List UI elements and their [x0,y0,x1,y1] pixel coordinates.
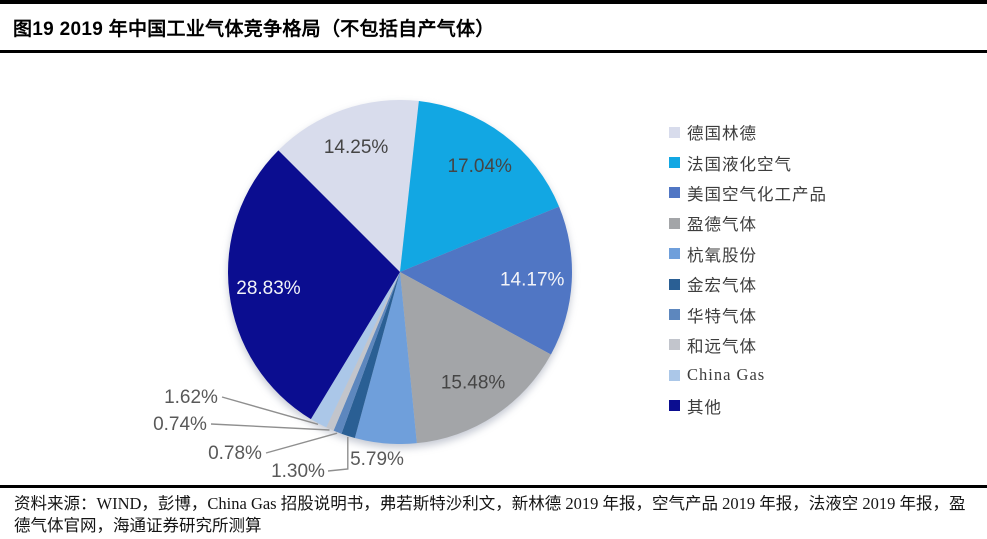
legend-swatch-icon [669,309,680,321]
pie-slice-9 [228,150,400,420]
pie-slice-8 [310,272,400,428]
legend-label: 法国液化空气 [687,154,792,174]
pie-label-2: 14.17% [500,269,565,290]
legend-label: 华特气体 [687,306,757,326]
pie-label-5: 1.30% [271,461,325,482]
legend-item-9: 其他 [669,391,827,421]
legend-swatch-icon [669,217,680,229]
pie-label-0: 14.25% [324,137,389,158]
figure-title: 图19 2019 年中国工业气体竞争格局（不包括自产气体） [13,18,495,40]
leader-line-8 [221,396,319,425]
legend-item-1: 法国液化空气 [669,147,827,177]
leader-line-6 [265,432,338,454]
legend-swatch-icon [669,339,680,351]
pie-slice-2 [400,206,572,355]
legend-swatch-icon [669,126,680,138]
legend-label: 其他 [687,397,722,417]
pie-label-9: 28.83% [236,278,301,299]
legend-item-3: 盈德气体 [669,208,827,238]
legend: 德国林德法国液化空气美国空气化工产品 盈德气体杭氧股份金宏气体华特气体和远气体 Ch… [669,117,827,421]
legend-label: 金宏气体 [687,276,757,296]
legend-item-7: 和远气体 [669,330,827,360]
pie-label-4: 5.79% [350,449,404,470]
pie-slice-4 [354,272,417,444]
legend-swatch-icon [669,187,680,199]
figure-title-bar: 图19 2019 年中国工业气体竞争格局（不包括自产气体） [0,0,987,53]
pie-slice-3 [400,272,551,444]
legend-item-0: 德国林德 [669,117,827,147]
pie-slice-6 [333,272,400,434]
legend-item-2: 美国空气化工产品 [669,178,827,208]
pie-labels: 14.25% 17.04% 14.17% 15.48% 5.79% 1.30% 0.78%0… [153,137,564,482]
legend-item-5: 金宏气体 [669,269,827,299]
legend-label: 盈德气体 [687,215,757,235]
legend-swatch-icon [669,400,680,412]
legend-item-6: 华特气体 [669,299,827,329]
legend-swatch-icon [669,369,680,381]
pie-slice-7 [326,272,400,431]
pie-label-7: 0.74% [153,414,207,435]
leader-line-5 [327,436,349,472]
legend-item-4: 杭氧股份 [669,239,827,269]
legend-label: 和远气体 [687,336,757,356]
pie-slice-0 [278,100,419,272]
pie-label-1: 17.04% [447,156,512,177]
pie-slice-5 [341,272,400,438]
pie-label-3: 15.48% [441,373,506,394]
legend-label: 德国林德 [687,124,757,144]
leader-line-7 [210,423,330,431]
legend-swatch-icon [669,278,680,290]
legend-swatch-icon [669,157,680,169]
legend-label: China Gas [687,365,766,385]
pie-chart: 14.25% 17.04% 14.17% 15.48% 5.79% 1.30% 0.78%0… [153,100,572,482]
source-note: 资料来源：WIND，彭博，China Gas 招股说明书，弗若斯特沙利文，新林德… [0,485,987,537]
legend-label: 杭氧股份 [687,245,757,265]
pie-label-6: 0.78% [208,443,262,464]
pie-label-8: 1.62% [164,387,218,408]
legend-swatch-icon [669,248,680,260]
pie-slice-1 [400,101,560,272]
legend-label: 美国空气化工产品 [687,184,827,204]
pie-slices [228,100,572,444]
legend-item-8: China Gas [669,360,827,390]
